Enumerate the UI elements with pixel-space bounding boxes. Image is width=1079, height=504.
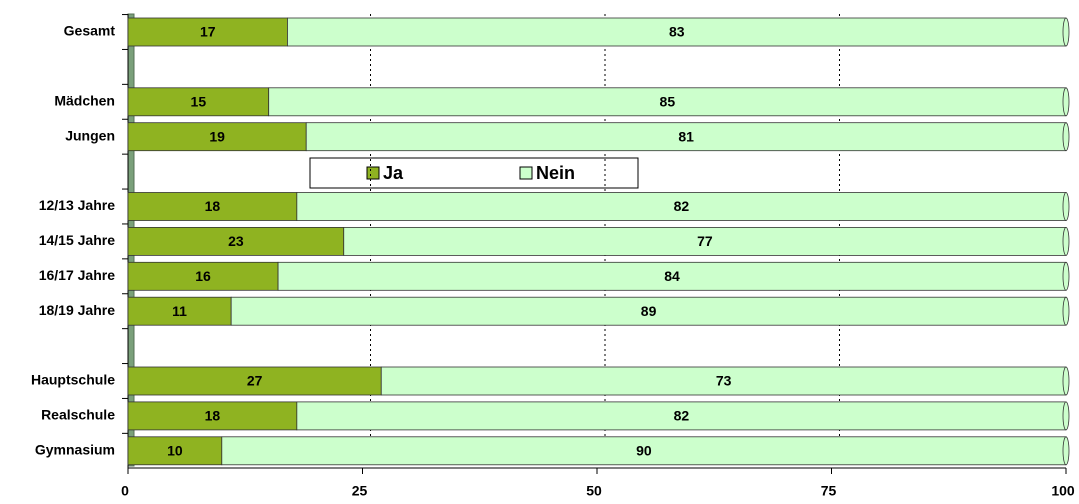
bar-segment — [127, 17, 288, 47]
data-label: 15 — [191, 94, 207, 110]
legend-label: Ja — [383, 163, 404, 183]
bar-cap — [1062, 122, 1070, 152]
bar-segment — [380, 366, 1067, 396]
data-label: 19 — [209, 128, 225, 144]
bar-segment — [127, 366, 382, 396]
legend: Ja Nein — [309, 157, 639, 189]
legend-label: Nein — [536, 163, 575, 183]
bar-segment — [127, 296, 232, 326]
bar-segment — [127, 192, 298, 221]
data-label: 11 — [172, 303, 187, 319]
x-tick-label: 50 — [586, 483, 602, 499]
y-tick-label: 12/13 Jahre — [39, 197, 115, 213]
bar-segment — [296, 401, 1067, 431]
legend-swatch — [366, 166, 380, 180]
bar-segment — [230, 296, 1067, 326]
data-label: 18 — [205, 408, 221, 424]
data-label: 17 — [200, 24, 216, 40]
y-tick-label: Gymnasium — [35, 442, 115, 458]
data-label: 85 — [660, 94, 676, 110]
bar-segment — [343, 226, 1067, 256]
y-tick-label: Mädchen — [54, 93, 115, 109]
data-label: 27 — [247, 373, 263, 389]
bar-cap — [1062, 261, 1070, 291]
data-label: 82 — [674, 408, 690, 424]
bar-segment — [221, 436, 1067, 466]
bar-cap — [1062, 366, 1070, 396]
x-tick-label: 75 — [821, 483, 837, 499]
data-label: 83 — [669, 24, 685, 40]
bar-cap — [1062, 436, 1070, 466]
legend-box — [309, 157, 639, 189]
data-label: 90 — [636, 443, 652, 459]
data-label: 73 — [716, 373, 732, 389]
bar-cap — [1062, 226, 1070, 256]
y-tick-label: Realschule — [41, 407, 115, 423]
x-tick-label: 0 — [121, 483, 129, 499]
data-label: 16 — [195, 268, 211, 284]
bar-segment — [127, 226, 345, 256]
bar-cap — [1062, 192, 1070, 221]
data-label: 84 — [664, 268, 680, 284]
bar-segment — [127, 87, 270, 117]
bar-cap — [1062, 87, 1070, 117]
bar-cap — [1062, 401, 1070, 431]
data-label: 82 — [674, 198, 690, 214]
data-label: 89 — [641, 303, 657, 319]
y-tick-label: 14/15 Jahre — [39, 232, 115, 248]
x-tick-label: 100 — [1051, 483, 1075, 499]
bar-segment — [127, 261, 279, 291]
bar-cap — [1062, 296, 1070, 326]
legend-swatch — [519, 166, 533, 180]
bar-segment — [277, 261, 1067, 291]
data-label: 23 — [228, 233, 244, 249]
data-label: 10 — [167, 443, 183, 459]
data-label: 81 — [678, 128, 694, 144]
y-tick-label: Jungen — [65, 127, 115, 143]
y-tick-label: Hauptschule — [31, 372, 115, 388]
bar-cap — [1062, 17, 1070, 47]
bar-segment — [296, 192, 1067, 221]
bar-segment — [268, 87, 1067, 117]
data-label: 18 — [205, 198, 221, 214]
data-label: 77 — [697, 233, 713, 249]
y-tick-label: Gesamt — [64, 23, 116, 39]
y-tick-label: 16/17 Jahre — [39, 267, 115, 283]
y-tick-label: 18/19 Jahre — [39, 302, 115, 318]
x-tick-label: 25 — [352, 483, 368, 499]
